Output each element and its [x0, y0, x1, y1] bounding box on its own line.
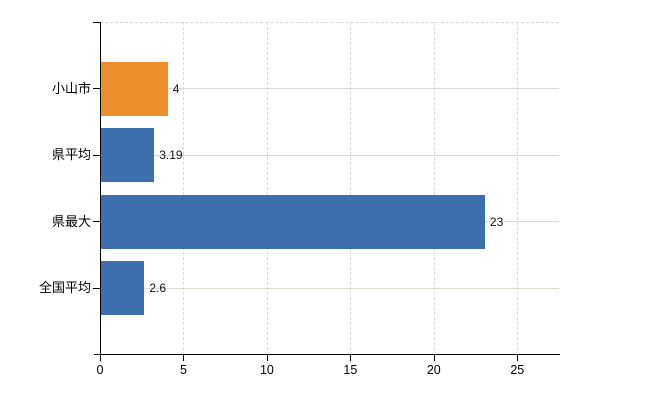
gridline-vertical: [517, 22, 519, 355]
bar-value-label: 4: [172, 81, 180, 96]
y-axis-top-tick: [93, 22, 100, 23]
gridline-vertical: [433, 22, 435, 355]
x-axis-line: [94, 353, 560, 355]
category-label: 全国平均: [38, 280, 91, 296]
x-axis-tick: [517, 354, 519, 361]
x-axis-tick-label: 25: [510, 363, 525, 377]
x-axis-tick-label: 15: [343, 363, 358, 377]
category-tick: [93, 221, 100, 223]
category-tick: [93, 287, 100, 289]
x-axis-tick-label: 0: [96, 363, 104, 377]
category-label: 県最大: [51, 213, 91, 229]
x-axis-tick: [100, 354, 101, 361]
gridline-vertical: [183, 22, 185, 355]
gridline-vertical: [266, 22, 268, 355]
bar-value-label: 23: [489, 214, 504, 229]
gridline-horizontal: [100, 88, 559, 90]
gridline-horizontal: [100, 154, 559, 156]
bar: [101, 61, 168, 116]
category-label: 小山市: [51, 80, 91, 96]
x-axis-tick: [266, 354, 268, 361]
gridline-horizontal: [100, 287, 559, 289]
x-axis-tick: [433, 354, 435, 361]
x-axis-tick: [350, 354, 352, 361]
bar: [101, 194, 485, 249]
plot-area: [100, 22, 559, 356]
bar-value-label: 2.6: [149, 281, 167, 296]
category-label: 県平均: [51, 147, 91, 163]
category-tick: [93, 154, 100, 156]
x-axis-tick-label: 20: [426, 363, 441, 377]
bar-value-label: 3.19: [159, 148, 183, 163]
y-axis-line: [100, 22, 101, 355]
category-tick: [93, 88, 100, 90]
x-axis-tick: [183, 354, 185, 361]
x-axis-tick-label: 5: [179, 363, 187, 377]
bar: [101, 128, 155, 183]
bar: [101, 261, 145, 316]
x-axis-tick-label: 10: [259, 363, 274, 377]
gridline-vertical: [350, 22, 352, 355]
